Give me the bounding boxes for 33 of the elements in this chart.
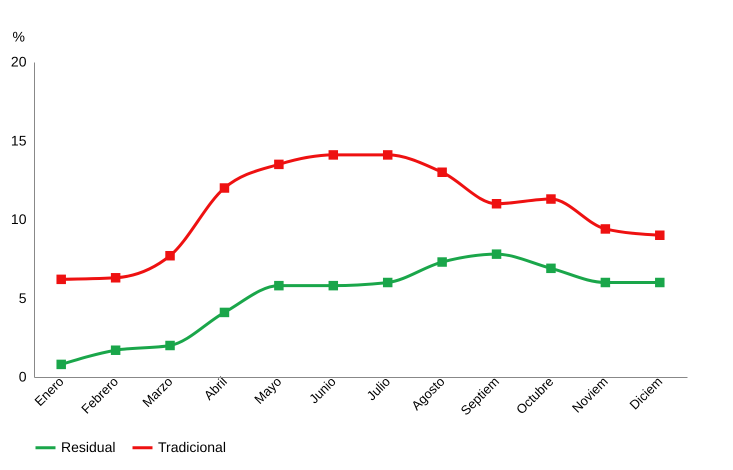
point [274, 280, 284, 290]
point [56, 274, 66, 284]
x-tick-label: Julio [364, 374, 394, 404]
point [328, 280, 338, 290]
legend-label: Residual [61, 438, 116, 455]
point [382, 150, 392, 160]
point [165, 340, 175, 350]
point [382, 278, 392, 288]
y-axis-title: % [12, 28, 25, 44]
point [437, 257, 447, 267]
point [274, 160, 284, 170]
point [328, 150, 338, 160]
y-tick-label: 0 [18, 368, 27, 384]
point [165, 250, 175, 260]
y-tick-label: 20 [10, 54, 27, 70]
point [492, 199, 502, 208]
y-tick-label: 10 [10, 211, 27, 227]
point [110, 345, 120, 355]
y-tick-label: 15 [10, 132, 27, 148]
point [600, 224, 610, 234]
point [56, 360, 66, 370]
point [655, 278, 665, 288]
point [220, 308, 230, 318]
y-tick-label: 5 [18, 290, 27, 306]
point [110, 273, 120, 283]
legend-label: Tradicional [158, 438, 226, 455]
point [655, 230, 665, 240]
point [220, 183, 230, 193]
point [492, 249, 502, 259]
point [546, 264, 556, 274]
point [437, 168, 447, 177]
point [600, 278, 610, 288]
point [546, 194, 556, 204]
